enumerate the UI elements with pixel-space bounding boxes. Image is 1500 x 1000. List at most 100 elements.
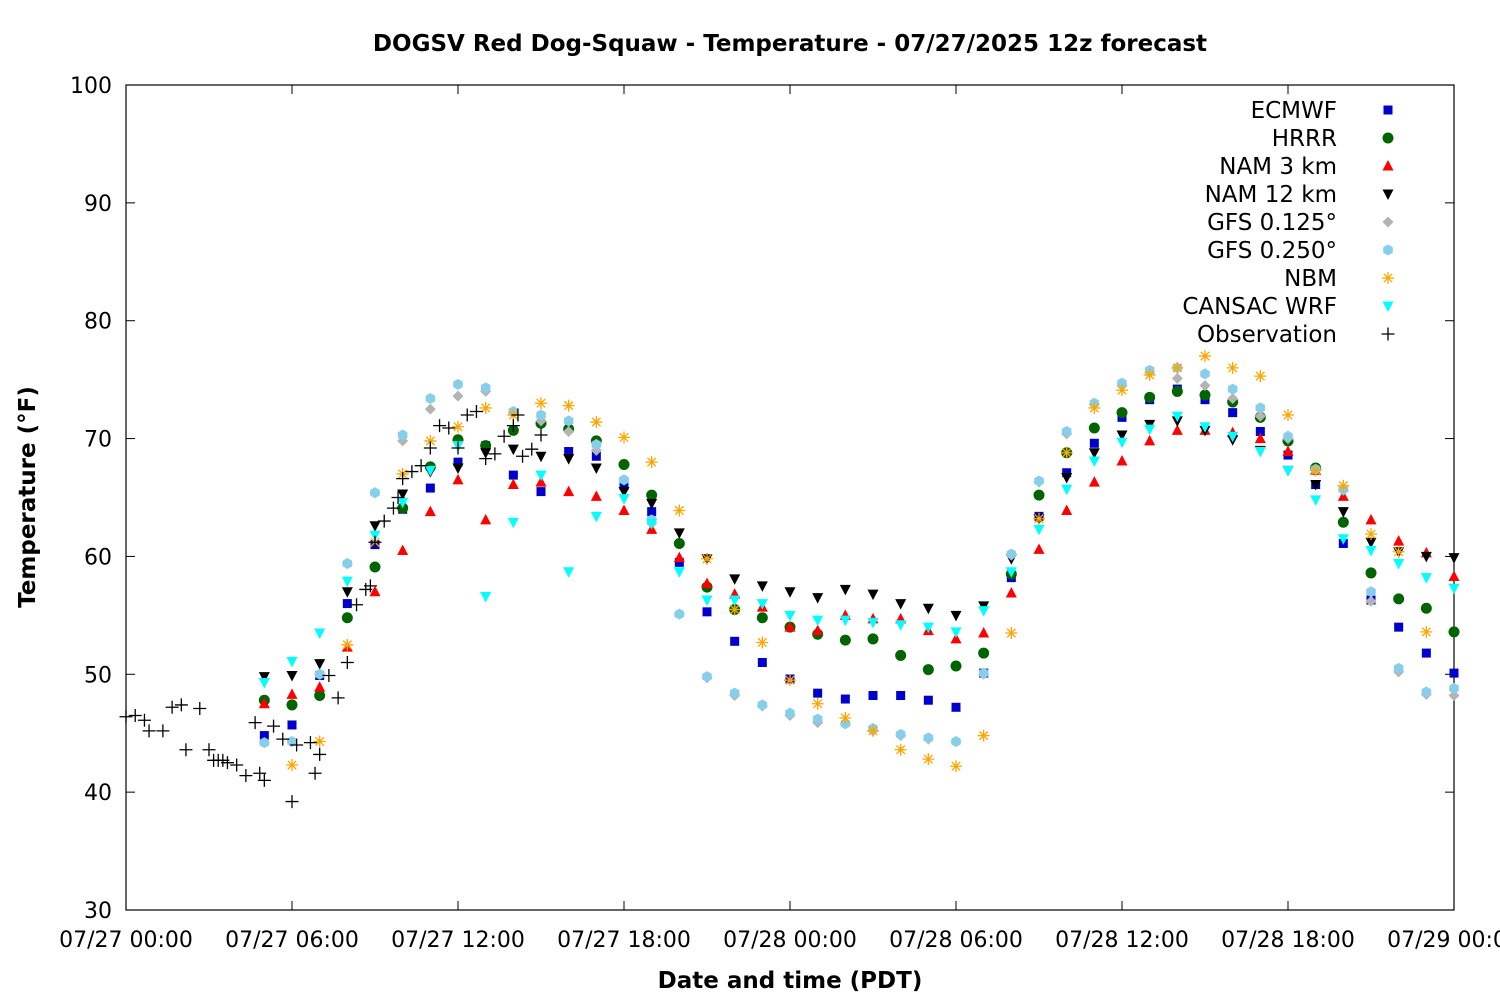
data-point — [507, 478, 519, 490]
data-point — [363, 579, 377, 593]
data-point — [314, 668, 325, 680]
data-point — [590, 490, 602, 501]
data-point — [646, 498, 658, 510]
data-point — [1088, 422, 1100, 434]
data-point — [287, 735, 297, 747]
data-point — [922, 664, 934, 676]
data-point — [923, 695, 933, 705]
data-point — [342, 599, 352, 609]
legend-marker — [1382, 132, 1394, 144]
data-point — [1062, 468, 1072, 478]
data-point — [1255, 402, 1266, 414]
data-point — [303, 736, 317, 750]
data-point — [386, 501, 400, 515]
data-point — [397, 489, 409, 500]
data-point — [1228, 408, 1238, 418]
data-point — [286, 699, 298, 711]
data-point — [397, 544, 409, 556]
data-point — [673, 504, 686, 517]
series-gfs-0-250 — [259, 362, 1459, 749]
data-point — [369, 521, 381, 532]
legend-label: HRRR — [1272, 126, 1337, 152]
y-axis-label: Temperature (°F) — [15, 386, 41, 608]
data-point — [1227, 393, 1239, 404]
data-point — [259, 731, 269, 741]
data-point — [341, 638, 354, 651]
legend-marker — [1382, 301, 1394, 312]
data-point — [867, 724, 879, 737]
data-point — [1226, 361, 1239, 374]
data-point — [424, 465, 436, 477]
data-point — [618, 504, 630, 515]
data-point — [1034, 475, 1044, 487]
data-point — [480, 382, 491, 394]
data-point — [424, 434, 437, 447]
data-point — [479, 452, 493, 466]
data-point — [562, 399, 575, 412]
data-point — [1366, 586, 1376, 598]
data-point — [488, 447, 502, 461]
data-point — [618, 431, 630, 444]
data-point — [342, 558, 353, 569]
data-point — [1448, 570, 1460, 581]
legend-item: Observation — [1197, 322, 1395, 348]
data-point — [1365, 537, 1377, 549]
data-point — [1337, 534, 1349, 545]
data-point — [405, 465, 419, 479]
data-point — [812, 593, 824, 604]
data-point — [701, 577, 713, 589]
data-point — [1282, 445, 1294, 457]
data-point — [701, 552, 713, 565]
legend-item: GFS 0.125° — [1207, 210, 1394, 236]
data-point — [785, 707, 795, 719]
data-point — [922, 753, 935, 766]
data-point — [812, 615, 824, 627]
data-point — [480, 513, 492, 525]
data-point — [896, 691, 906, 700]
legend-item: GFS 0.250° — [1207, 238, 1393, 264]
data-point — [1171, 424, 1183, 435]
data-point — [535, 476, 547, 487]
data-point — [1393, 593, 1405, 605]
data-point — [922, 622, 934, 634]
data-point — [1117, 377, 1127, 389]
legend-label: ECMWF — [1251, 98, 1337, 124]
data-point — [480, 592, 492, 603]
data-point — [591, 451, 601, 461]
data-point — [425, 483, 435, 493]
data-point — [452, 420, 464, 433]
data-point — [535, 470, 547, 482]
data-point — [308, 766, 322, 780]
x-tick-label: 07/27 18:00 — [557, 928, 691, 953]
data-point — [1171, 372, 1183, 384]
data-point — [1420, 602, 1432, 614]
data-point — [508, 470, 518, 480]
data-point — [322, 668, 336, 682]
data-point — [1421, 648, 1431, 658]
data-point — [978, 606, 990, 617]
data-point — [1365, 567, 1377, 579]
legend-label: NAM 12 km — [1205, 182, 1337, 208]
x-tick-label: 07/28 00:00 — [723, 928, 857, 953]
data-point — [1254, 410, 1266, 422]
series-hrrr — [258, 385, 1460, 711]
data-point — [1365, 528, 1377, 541]
data-point — [1088, 448, 1100, 459]
data-point — [1420, 625, 1433, 638]
data-point — [618, 487, 630, 498]
data-point — [1033, 489, 1045, 501]
data-point — [497, 429, 511, 443]
data-point — [1421, 686, 1432, 698]
y-tick-label: 30 — [84, 899, 112, 924]
data-point — [1392, 545, 1405, 558]
data-point — [1337, 507, 1349, 518]
y-axis: 30 40 50 60 70 80 90 100 — [70, 74, 1454, 924]
data-point — [1255, 427, 1265, 436]
legend-marker — [1382, 189, 1394, 200]
data-point — [950, 632, 962, 644]
data-point — [313, 747, 327, 761]
y-tick-label: 80 — [84, 310, 112, 335]
data-point — [259, 737, 270, 749]
data-point — [563, 567, 575, 578]
